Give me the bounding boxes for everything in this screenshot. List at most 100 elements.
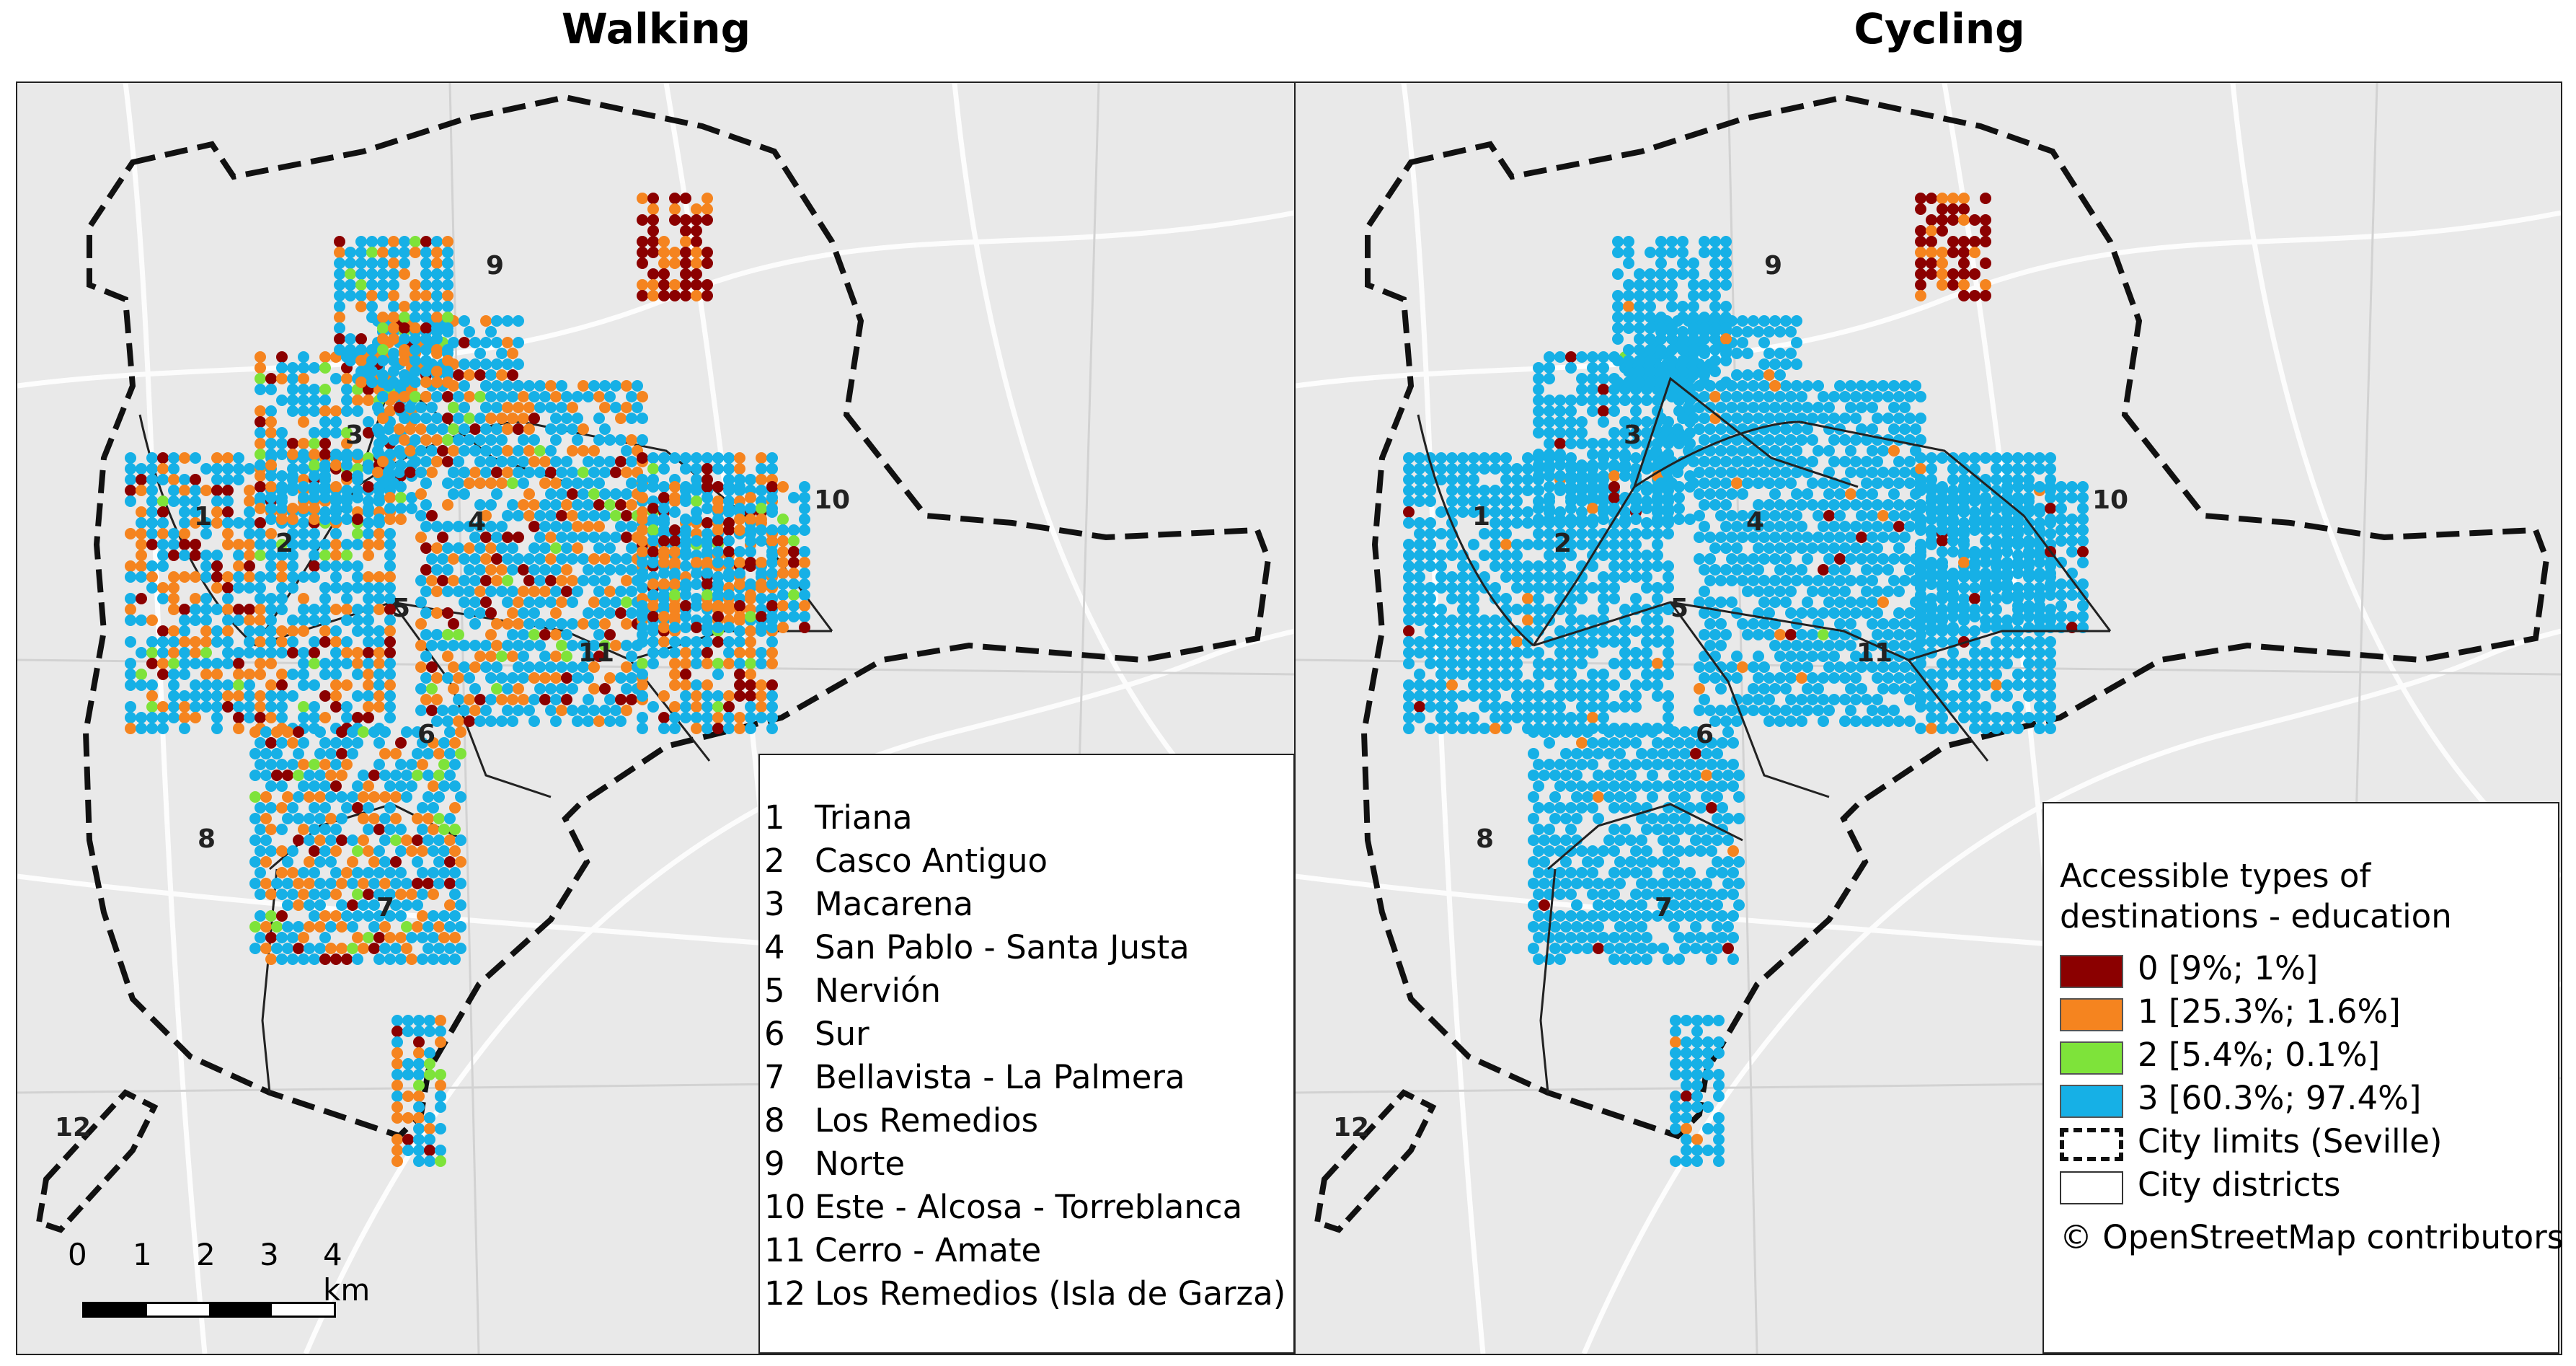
access-cell [1587,679,1598,691]
access-cell [1500,625,1512,637]
access-cell [459,423,470,435]
access-cell [1539,770,1550,781]
access-cell [190,701,201,713]
access-cell [1958,452,1970,464]
access-cell [1763,542,1775,554]
access-cell [1668,791,1680,803]
access-cell [1641,636,1652,648]
access-cell [1958,492,1970,503]
access-cell [712,503,724,514]
access-cell [287,867,298,878]
access-cell [1726,488,1738,500]
access-cell [298,737,309,749]
access-cell [1828,499,1840,511]
access-cell [352,845,363,857]
access-cell [556,532,567,543]
access-cell [388,290,399,301]
access-cell [583,672,594,684]
access-cell [341,582,353,594]
access-cell [610,640,621,651]
access-cell [1587,362,1598,374]
access-cell [469,683,481,695]
access-cell [556,596,567,608]
access-cell [1684,824,1696,835]
access-cell [211,604,223,615]
access-cell [680,257,691,269]
access-cell [756,701,767,713]
access-cell [1882,629,1894,640]
access-cell [136,517,147,529]
access-cell [254,571,266,583]
access-cell [298,463,309,475]
access-cell [1652,759,1663,770]
access-cell [1576,416,1588,428]
access-cell [157,723,169,734]
access-cell [265,449,277,460]
access-cell [424,1015,435,1026]
access-cell [347,726,358,738]
access-cell [1603,748,1615,759]
access-cell [437,445,448,457]
access-cell [1904,456,1916,467]
access-cell [431,672,443,684]
access-cell [200,625,212,637]
access-cell [734,514,745,525]
access-cell [1872,715,1883,727]
access-cell [287,481,298,493]
access-cell [304,943,315,954]
access-cell [1457,474,1469,485]
access-cell [1522,593,1533,604]
access-cell [1915,225,1926,237]
access-cell [647,658,659,669]
access-cell [413,1134,425,1145]
access-cell [734,481,745,493]
access-cell [1630,539,1642,550]
access-cell [1571,943,1583,954]
access-cell [1528,878,1539,889]
access-cell [455,943,466,954]
access-cell [282,770,293,781]
access-cell [1560,921,1572,933]
access-cell [1823,510,1835,521]
access-cell [1758,532,1770,543]
access-cell [1753,369,1764,381]
access-cell [287,503,298,514]
access-cell [1937,578,1948,590]
access-cell [1991,712,2002,723]
access-cell [621,467,632,478]
access-cell [190,658,201,669]
access-cell [282,726,293,738]
access-cell [669,712,681,723]
access-cell [1479,463,1490,475]
access-cell [1753,564,1764,576]
access-cell [330,845,342,857]
access-cell [1774,326,1786,338]
access-cell [1991,669,2002,680]
access-cell [1663,669,1674,680]
access-cell [626,477,637,489]
access-cell [1468,506,1479,518]
access-cell [298,867,309,878]
access-cell [1791,423,1802,435]
district-number-2: 2 [764,842,785,880]
access-cell [2045,492,2056,503]
access-cell [583,564,594,576]
access-cell [632,402,643,413]
access-cell [244,539,255,550]
access-cell [1748,553,1759,565]
access-cell [433,813,445,824]
access-cell [1695,845,1707,857]
access-cell [1910,423,1921,435]
access-cell [412,834,423,846]
access-cell [1780,532,1792,543]
access-cell [712,514,724,525]
access-cell [168,679,180,691]
access-cell [647,503,659,514]
access-cell [442,247,453,258]
access-cell [1845,553,1856,565]
access-cell [244,517,255,529]
access-cell [766,712,778,723]
access-cell [431,333,443,345]
access-cell [1435,679,1447,691]
access-cell [1670,1112,1681,1124]
